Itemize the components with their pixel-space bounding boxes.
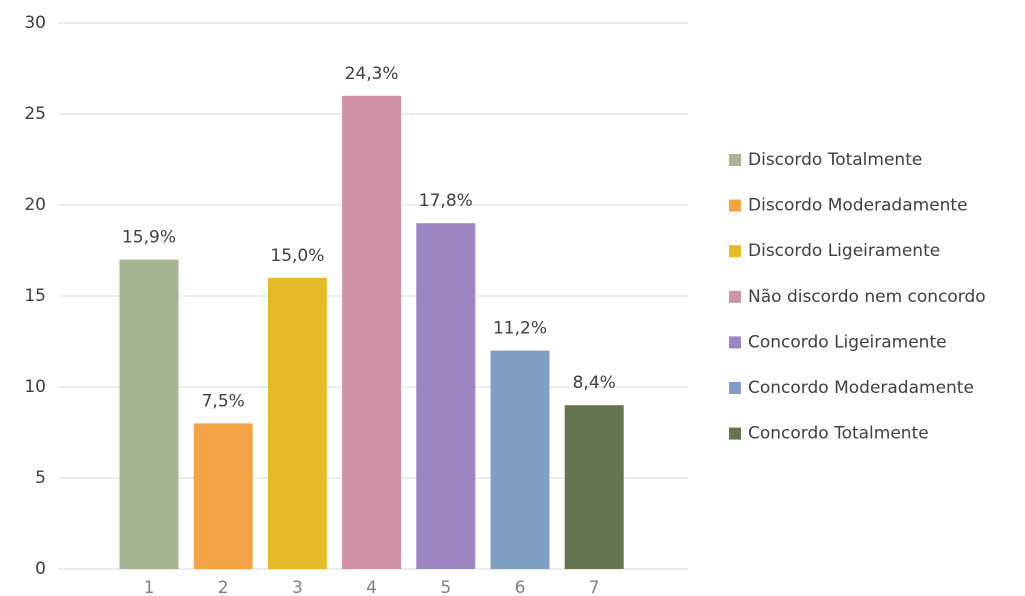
legend-swatch: [729, 382, 741, 394]
y-tick-label: 10: [24, 377, 46, 397]
legend-label: Concordo Ligeiramente: [748, 332, 947, 352]
data-label: 17,8%: [419, 191, 473, 211]
bar: [490, 350, 550, 569]
bar: [119, 259, 179, 569]
bar: [193, 423, 253, 569]
data-label: 24,3%: [345, 64, 399, 84]
legend-swatch: [729, 290, 741, 303]
legend-label: Concordo Totalmente: [748, 424, 929, 444]
bar: [416, 223, 476, 569]
x-tick-label: 4: [366, 578, 377, 596]
legend-label: Discordo Moderadamente: [748, 196, 968, 216]
x-tick-label: 5: [440, 578, 451, 596]
y-tick-label: 20: [24, 195, 46, 215]
bar: [564, 405, 624, 569]
x-tick-label: 3: [292, 578, 303, 596]
x-tick-label: 2: [218, 578, 229, 596]
y-tick-label: 5: [35, 468, 46, 488]
x-tick-label: 1: [144, 578, 155, 596]
legend-swatch: [729, 199, 741, 212]
data-label: 15,9%: [122, 228, 176, 248]
data-label: 8,4%: [573, 373, 616, 393]
legend-label: Não discordo nem concordo: [748, 287, 986, 307]
data-label: 7,5%: [202, 391, 245, 411]
bar: [267, 277, 327, 569]
data-label: 11,2%: [493, 319, 547, 339]
legend-swatch: [729, 336, 741, 349]
x-tick-label: 6: [515, 578, 526, 596]
bar: [342, 95, 402, 570]
y-tick-label: 25: [24, 104, 46, 124]
y-tick-label: 15: [24, 286, 46, 306]
data-label: 15,0%: [270, 246, 324, 266]
x-tick-label: 7: [589, 578, 600, 596]
legend-label: Discordo Totalmente: [748, 150, 922, 170]
y-tick-label: 30: [24, 13, 46, 33]
legend-swatch: [729, 427, 741, 440]
y-tick-label: 0: [35, 559, 46, 579]
legend-label: Discordo Ligeiramente: [748, 241, 940, 261]
legend-swatch: [729, 245, 741, 258]
legend-swatch: [729, 154, 741, 166]
legend-label: Concordo Moderadamente: [748, 378, 974, 398]
